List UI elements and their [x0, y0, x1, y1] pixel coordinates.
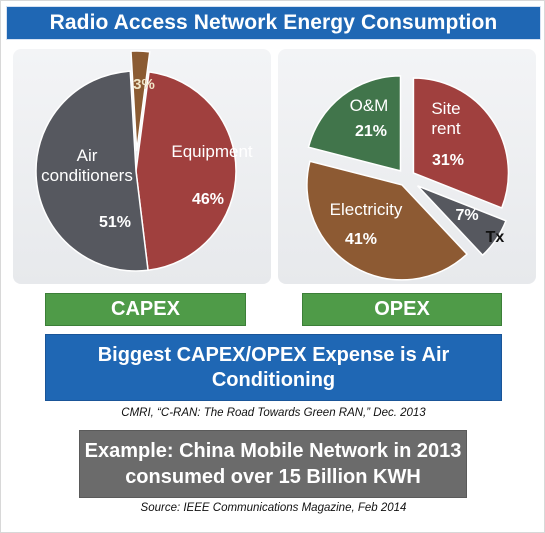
- opex-value-tx: 7%: [455, 207, 478, 224]
- cmri-citation: CMRI, “C-RAN: The Road Towards Green RAN…: [121, 407, 426, 419]
- capex-label-box: CAPEX: [45, 293, 246, 326]
- opex-label-site-rent: Site rent: [431, 99, 461, 138]
- capex-value-other: 3%: [133, 76, 155, 93]
- capex-value-equipment: 46%: [192, 191, 224, 208]
- opex-value-o-m: 21%: [355, 123, 387, 140]
- pie-charts: Equipment 46% Air conditioners 51% 3% Site rent…: [35, 50, 510, 281]
- headline-box: Biggest CAPEX/OPEX Expense is Air Condit…: [45, 334, 502, 401]
- opex-slice-tx: [417, 185, 507, 257]
- opex-value-electricity: 41%: [345, 231, 377, 248]
- capex-slice-air-conditioners: [35, 70, 149, 272]
- capex-value-air-conditioners: 51%: [99, 214, 131, 231]
- capex-slice-other: [130, 50, 151, 152]
- opex-label-tx: Tx: [486, 229, 505, 246]
- opex-slice-o-m: [307, 75, 402, 172]
- opex-label-electricity: Electricity: [330, 200, 403, 219]
- opex-label-box: OPEX: [302, 293, 502, 326]
- source-citation: Source: IEEE Communications Magazine, Fe…: [140, 502, 407, 514]
- opex-label-o-m: O&M: [350, 96, 389, 115]
- slide-title: Radio Access Network Energy Consumption: [6, 6, 541, 40]
- opex-value-site-rent: 31%: [432, 152, 464, 169]
- opex-slice-site-rent: [412, 77, 510, 209]
- example-box: Example: China Mobile Network in 2013 co…: [79, 430, 467, 498]
- capex-label-air-conditioners: Air conditioners: [41, 146, 133, 185]
- opex-slice-electricity: [306, 160, 469, 281]
- capex-slice-equipment: [135, 71, 237, 272]
- capex-label-equipment: Equipment: [171, 142, 253, 161]
